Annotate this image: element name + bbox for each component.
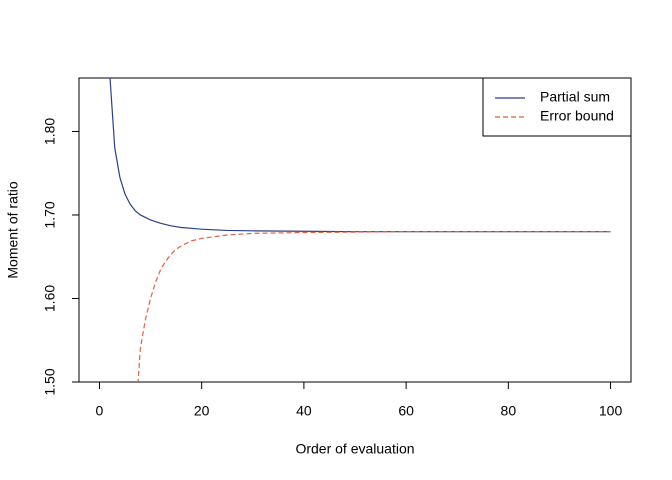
x-tick-label: 0 — [96, 403, 104, 419]
plot-area — [109, 78, 611, 382]
legend-label: Partial sum — [540, 89, 610, 105]
y-axis-label: Moment of ratio — [5, 181, 21, 278]
x-tick-label: 60 — [398, 403, 414, 419]
legend-box — [482, 77, 632, 137]
y-tick-label: 1.80 — [42, 118, 58, 145]
x-tick-label: 80 — [501, 403, 517, 419]
legend-label: Error bound — [540, 108, 614, 124]
y-tick-label: 1.70 — [42, 201, 58, 228]
x-axis-label: Order of evaluation — [295, 441, 414, 457]
series-line — [137, 231, 611, 382]
y-tick-label: 1.60 — [42, 285, 58, 312]
x-tick-label: 100 — [599, 403, 623, 419]
y-tick-label: 1.50 — [42, 368, 58, 395]
x-tick-label: 20 — [194, 403, 210, 419]
x-tick-label: 40 — [296, 403, 312, 419]
series-line — [109, 78, 611, 233]
